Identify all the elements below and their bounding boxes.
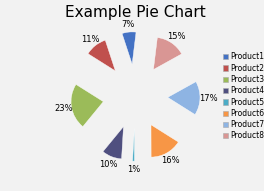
Legend: Product1, Product2, Product3, Product4, Product5, Product6, Product7, Product8: Product1, Product2, Product3, Product4, … — [220, 49, 264, 143]
Text: 15%: 15% — [167, 32, 185, 41]
Wedge shape — [71, 84, 103, 127]
Text: 10%: 10% — [100, 160, 118, 169]
Wedge shape — [103, 127, 124, 159]
Text: 16%: 16% — [161, 156, 180, 165]
Text: 17%: 17% — [199, 94, 217, 103]
Text: 7%: 7% — [121, 19, 135, 28]
Title: Example Pie Chart: Example Pie Chart — [65, 5, 206, 20]
Wedge shape — [153, 37, 182, 70]
Wedge shape — [133, 129, 135, 161]
Text: 23%: 23% — [54, 104, 73, 112]
Wedge shape — [168, 82, 200, 115]
Wedge shape — [88, 40, 115, 71]
Text: 1%: 1% — [127, 165, 140, 174]
Text: 11%: 11% — [81, 35, 100, 44]
Wedge shape — [122, 32, 136, 64]
Wedge shape — [151, 125, 178, 157]
